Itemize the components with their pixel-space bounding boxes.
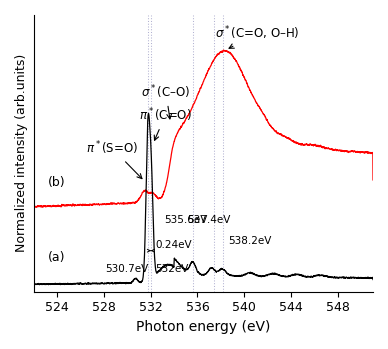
Text: 530.7eV: 530.7eV [106, 264, 149, 274]
Text: $\pi^*$(C=O): $\pi^*$(C=O) [139, 107, 192, 140]
Text: 537.4eV: 537.4eV [187, 215, 231, 224]
Text: (a): (a) [48, 251, 65, 264]
Text: 532eV: 532eV [155, 264, 189, 274]
Y-axis label: Normalized intensity (arb.units): Normalized intensity (arb.units) [15, 54, 28, 252]
Text: $\pi^*$(S=O): $\pi^*$(S=O) [86, 140, 142, 179]
Text: $\sigma^*$(C=O, O–H): $\sigma^*$(C=O, O–H) [215, 24, 300, 48]
Text: 0.24eV: 0.24eV [155, 240, 192, 250]
X-axis label: Photon energy (eV): Photon energy (eV) [136, 320, 270, 334]
Text: 538.2eV: 538.2eV [228, 236, 271, 246]
Text: 535.6eV: 535.6eV [164, 215, 208, 224]
Text: (b): (b) [48, 176, 65, 189]
Text: $\sigma^*$(C–O): $\sigma^*$(C–O) [141, 83, 191, 119]
